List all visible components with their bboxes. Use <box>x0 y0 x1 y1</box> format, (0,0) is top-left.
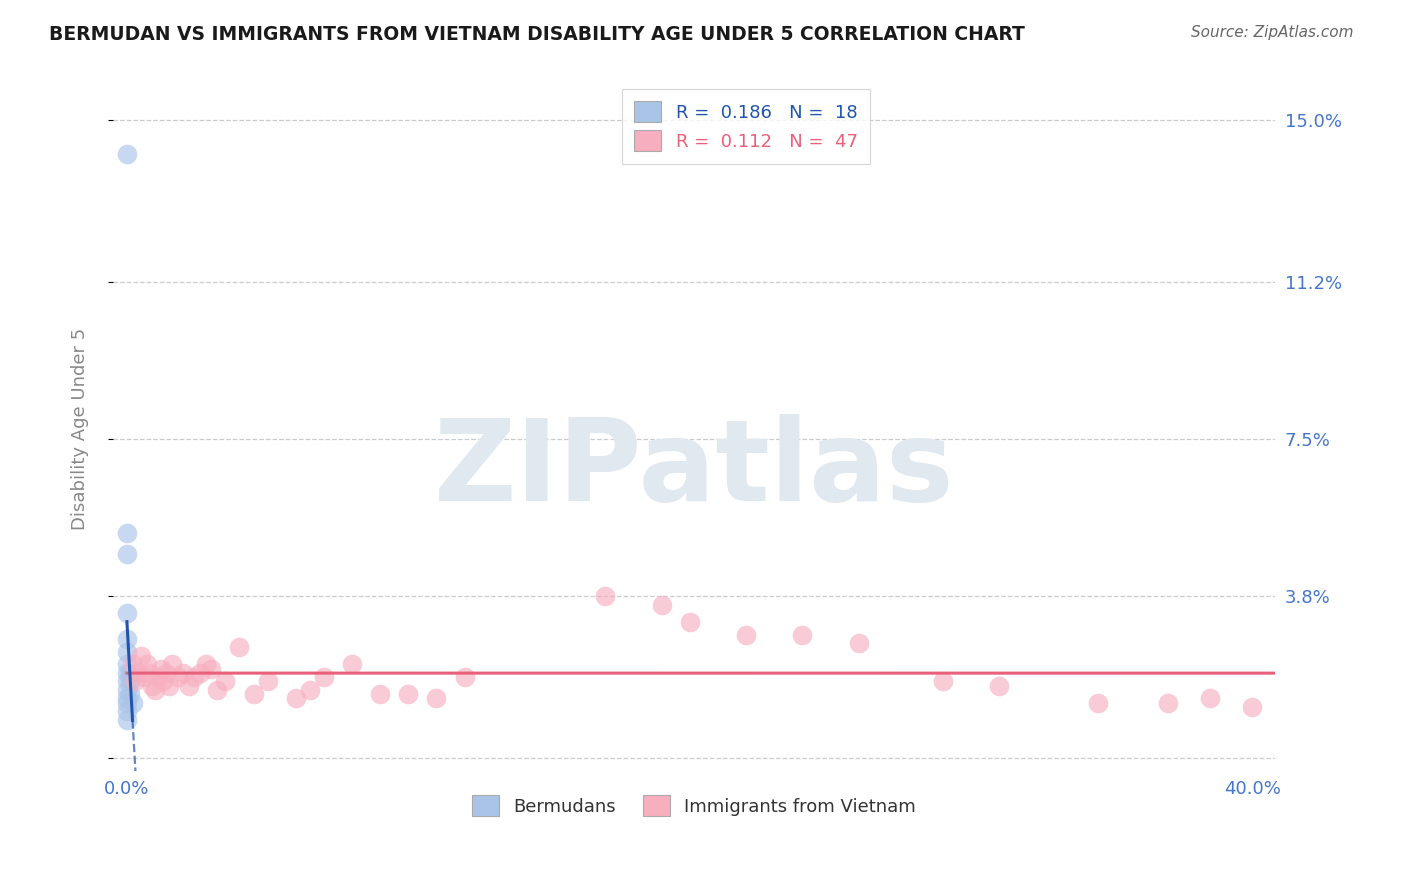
Point <box>988 679 1011 693</box>
Point <box>121 657 143 672</box>
Point <box>298 682 321 697</box>
Point <box>115 674 138 689</box>
Point <box>932 674 955 689</box>
Point <box>115 665 138 680</box>
Point <box>679 615 702 629</box>
Point <box>172 665 194 680</box>
Point <box>129 648 152 663</box>
Point <box>155 665 177 680</box>
Point <box>1087 696 1109 710</box>
Point <box>340 657 363 672</box>
Point <box>152 674 174 689</box>
Point <box>194 657 217 672</box>
Point <box>115 657 138 672</box>
Point <box>135 657 157 672</box>
Point <box>214 674 236 689</box>
Point <box>141 679 163 693</box>
Text: Source: ZipAtlas.com: Source: ZipAtlas.com <box>1191 25 1354 40</box>
Point <box>160 657 183 672</box>
Point <box>200 662 222 676</box>
Point <box>735 628 758 642</box>
Point <box>188 665 211 680</box>
Text: BERMUDAN VS IMMIGRANTS FROM VIETNAM DISABILITY AGE UNDER 5 CORRELATION CHART: BERMUDAN VS IMMIGRANTS FROM VIETNAM DISA… <box>49 25 1025 44</box>
Point <box>115 691 138 706</box>
Point <box>127 665 149 680</box>
Point <box>792 628 814 642</box>
Point <box>132 670 155 684</box>
Point <box>183 670 205 684</box>
Point <box>138 665 160 680</box>
Y-axis label: Disability Age Under 5: Disability Age Under 5 <box>72 327 89 530</box>
Point <box>115 713 138 727</box>
Point <box>157 679 180 693</box>
Point <box>284 691 307 706</box>
Point <box>143 682 166 697</box>
Point <box>146 670 169 684</box>
Point <box>115 147 138 161</box>
Point <box>593 590 616 604</box>
Point <box>848 636 870 650</box>
Point <box>651 598 673 612</box>
Point <box>115 682 138 697</box>
Point <box>115 632 138 646</box>
Point <box>166 670 188 684</box>
Point <box>121 696 143 710</box>
Point <box>177 679 200 693</box>
Point <box>312 670 335 684</box>
Point <box>453 670 475 684</box>
Point <box>425 691 447 706</box>
Point <box>115 645 138 659</box>
Point <box>256 674 278 689</box>
Point <box>205 682 228 697</box>
Point <box>124 674 146 689</box>
Point <box>118 687 141 701</box>
Point <box>118 674 141 689</box>
Legend: Bermudans, Immigrants from Vietnam: Bermudans, Immigrants from Vietnam <box>464 788 924 823</box>
Text: ZIPatlas: ZIPatlas <box>433 414 955 525</box>
Point <box>115 607 138 621</box>
Point <box>1241 700 1264 714</box>
Point <box>396 687 419 701</box>
Point <box>118 665 141 680</box>
Point <box>1199 691 1222 706</box>
Point <box>115 525 138 540</box>
Point <box>228 640 250 655</box>
Point <box>115 696 138 710</box>
Point <box>242 687 264 701</box>
Point <box>368 687 391 701</box>
Point <box>149 662 172 676</box>
Point <box>115 547 138 561</box>
Point <box>115 704 138 718</box>
Point <box>1157 696 1180 710</box>
